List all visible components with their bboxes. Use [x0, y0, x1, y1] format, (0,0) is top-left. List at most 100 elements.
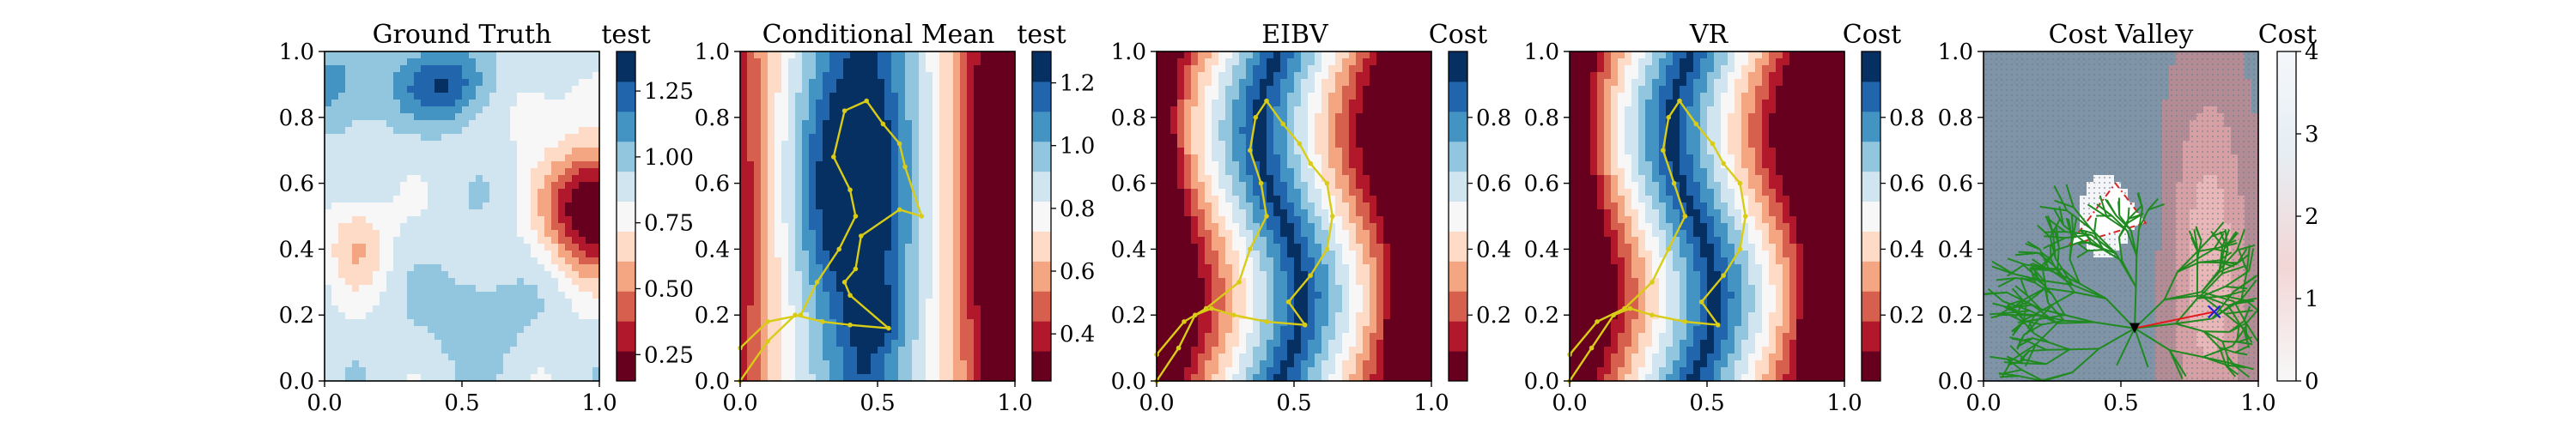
heat-cell	[1294, 347, 1302, 354]
heat-cell	[393, 347, 401, 354]
heat-cell	[768, 100, 775, 107]
heat-cell	[366, 278, 374, 286]
heat-cell	[829, 106, 837, 114]
heat-cell	[579, 333, 586, 341]
heat-cell	[373, 319, 380, 327]
heat-cell	[926, 237, 933, 245]
heat-cell	[359, 141, 367, 148]
heat-cell	[558, 154, 566, 162]
heat-cell	[836, 305, 844, 313]
heat-cell	[768, 367, 775, 375]
heat-cell	[345, 168, 353, 176]
heat-cell	[338, 292, 346, 299]
heat-cell	[788, 278, 796, 286]
heat-cell	[331, 202, 339, 210]
heat-cell	[747, 189, 755, 196]
heat-cell	[1170, 230, 1178, 238]
heat-cell	[926, 360, 933, 368]
heat-cell	[933, 141, 940, 148]
heat-cell	[946, 360, 954, 368]
heat-cell	[836, 113, 844, 121]
heat-cell	[1225, 278, 1233, 286]
heat-cell	[912, 127, 920, 135]
heat-cell	[414, 113, 422, 121]
heat-cell	[816, 79, 823, 87]
heat-cell	[448, 305, 456, 313]
heat-cell	[421, 251, 428, 258]
heat-cell	[850, 347, 858, 354]
heat-cell	[912, 202, 920, 210]
heat-cell	[802, 333, 810, 341]
heat-cell	[1218, 251, 1226, 258]
heat-cell	[953, 285, 961, 293]
heat-cell	[1287, 251, 1295, 258]
heat-cell	[1184, 299, 1192, 306]
heat-cell	[1225, 367, 1233, 375]
heat-cell	[359, 106, 367, 114]
heat-cell	[864, 113, 872, 121]
heat-cell	[747, 196, 755, 203]
heat-cell	[421, 360, 428, 368]
heat-cell	[1287, 175, 1295, 183]
heat-cell	[802, 360, 810, 368]
heat-cell	[544, 168, 552, 176]
heat-cell	[1157, 93, 1164, 100]
heat-cell	[809, 161, 817, 169]
heat-cell	[1253, 127, 1261, 135]
heat-cell	[352, 58, 360, 66]
heat-cell	[1273, 72, 1281, 80]
heat-cell	[407, 292, 415, 299]
heat-cell	[871, 65, 878, 73]
heat-cell	[1267, 148, 1274, 155]
heat-cell	[469, 305, 477, 313]
heat-cell	[1218, 319, 1226, 327]
heat-cell	[538, 202, 545, 210]
heat-cell	[1253, 209, 1261, 217]
heat-cell	[1177, 175, 1185, 183]
heat-cell	[1239, 154, 1247, 162]
heat-cell	[592, 51, 600, 59]
heat-cell	[579, 299, 586, 306]
heat-cell	[1239, 360, 1247, 368]
heat-cell	[1287, 305, 1295, 313]
heat-cell	[754, 230, 762, 238]
heat-cell	[960, 51, 968, 59]
heat-cell	[1157, 353, 1164, 361]
heat-cell	[912, 251, 920, 258]
heat-cell	[878, 148, 885, 155]
heat-cell	[572, 251, 580, 258]
heat-cell	[338, 257, 346, 265]
heat-cell	[489, 367, 497, 375]
heat-cell	[967, 51, 975, 59]
heat-cell	[898, 278, 906, 286]
heat-cell	[544, 347, 552, 354]
heat-cell	[544, 340, 552, 347]
heat-cell	[359, 182, 367, 190]
heat-cell	[366, 113, 374, 121]
heat-cell	[455, 251, 463, 258]
heat-cell	[393, 100, 401, 107]
heat-cell	[905, 347, 913, 354]
heat-cell	[496, 93, 504, 100]
heat-cell	[1218, 120, 1226, 128]
heat-cell	[565, 209, 573, 217]
heat-cell	[946, 299, 954, 306]
heat-cell	[380, 154, 387, 162]
heat-cell	[393, 175, 401, 183]
heat-cell	[551, 51, 559, 59]
heat-cell	[953, 134, 961, 142]
heat-cell	[496, 196, 504, 203]
heat-cell	[1239, 216, 1247, 224]
heat-cell	[393, 305, 401, 313]
heat-cell	[1198, 264, 1206, 272]
heat-cell	[434, 154, 442, 162]
heat-cell	[1163, 216, 1171, 224]
heat-cell	[407, 340, 415, 347]
heat-cell	[1001, 257, 1009, 265]
heat-cell	[489, 374, 497, 382]
heat-cell	[448, 134, 456, 142]
heat-cell	[1267, 374, 1274, 382]
heat-cell	[352, 244, 360, 251]
heat-cell	[933, 305, 940, 313]
heat-cell	[781, 305, 789, 313]
